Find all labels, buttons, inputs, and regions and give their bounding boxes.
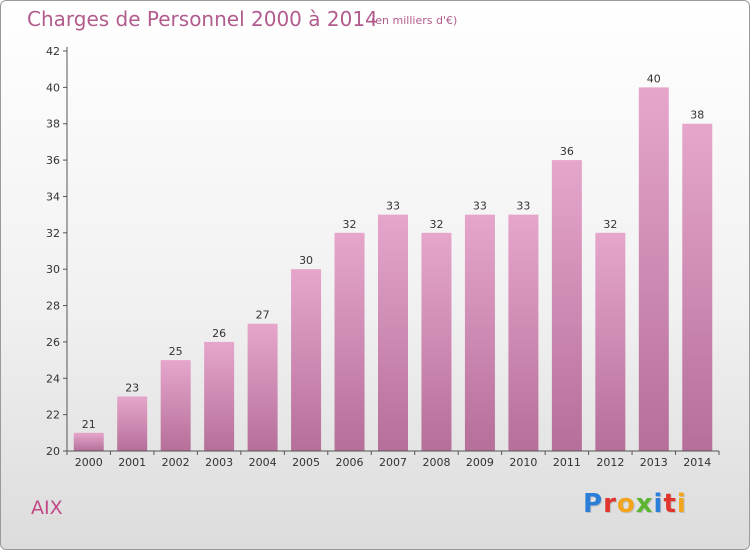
bar-2010[interactable] [508,214,539,451]
logo-letter: r [603,489,617,519]
logo-letter: x [635,489,654,519]
value-label-2003: 26 [212,327,226,340]
value-label-2011: 36 [560,145,574,158]
y-tick-label: 26 [46,336,60,349]
value-label-2001: 23 [125,381,139,394]
logo-letter: i [676,489,687,519]
y-tick-label: 24 [46,372,60,385]
x-tick-label-2013: 2013 [640,456,668,469]
x-tick-label-2004: 2004 [249,456,277,469]
y-tick-label: 30 [46,263,60,276]
x-tick-label-2008: 2008 [422,456,450,469]
value-label-2000: 21 [82,418,96,431]
value-label-2002: 25 [169,345,183,358]
x-tick-label-2002: 2002 [162,456,190,469]
bar-2014[interactable] [682,123,713,452]
x-tick-label-2003: 2003 [205,456,233,469]
bar-2006[interactable] [334,232,365,451]
x-tick-label-2010: 2010 [509,456,537,469]
x-tick-label-2000: 2000 [75,456,103,469]
bar-2000[interactable] [73,432,104,451]
logo-letter: i [653,489,664,519]
bar-2012[interactable] [595,232,626,451]
logo-letter: P [583,489,604,519]
labels-group: 21 23 25 26 27 30 32 33 32 33 33 36 32 40 38 [82,72,705,430]
bar-2009[interactable] [464,214,495,451]
y-tick-label: 34 [46,190,60,203]
y-tick-label: 20 [46,445,60,458]
x-tick-label-2005: 2005 [292,456,320,469]
value-label-2009: 33 [473,200,487,213]
y-tick-label: 32 [46,227,60,240]
value-label-2013: 40 [647,72,661,85]
y-tick-label: 38 [46,118,60,131]
value-label-2008: 32 [429,218,443,231]
bar-2004[interactable] [247,323,278,451]
y-tick-label: 40 [46,81,60,94]
bar-2007[interactable] [378,214,408,451]
x-tick-label-2001: 2001 [118,456,146,469]
value-label-2014: 38 [690,109,704,122]
value-label-2007: 33 [386,200,400,213]
y-tick-label: 42 [46,45,60,58]
value-label-2006: 32 [343,218,357,231]
bars-group [73,87,713,452]
x-tick-label-2011: 2011 [553,456,581,469]
value-label-2005: 30 [299,254,313,267]
proxiti-logo[interactable]: Proxiti [583,489,687,519]
value-label-2010: 33 [516,200,530,213]
y-tick-label: 22 [46,409,60,422]
x-tick-label-2014: 2014 [683,456,711,469]
y-tick-label: 28 [46,300,60,313]
x-tick-label-2012: 2012 [596,456,624,469]
x-tick-label-2009: 2009 [466,456,494,469]
value-label-2012: 32 [603,218,617,231]
chart-subtitle: (en milliers d'€) [371,14,458,27]
logo-letter: t [663,489,677,519]
bar-2001[interactable] [117,396,148,451]
value-label-2004: 27 [256,309,270,322]
logo-letter: o [616,489,636,519]
x-tick-label-2006: 2006 [336,456,364,469]
axes-group: 20 22 24 26 28 30 32 34 36 38 40 42 2000 2001 2002 2003… [46,45,720,469]
bar-2005[interactable] [291,269,322,451]
bar-2002[interactable] [160,360,191,451]
y-tick-label: 36 [46,154,60,167]
commune-name: AIX [31,497,63,519]
bar-2011[interactable] [551,160,582,451]
bar-2013[interactable] [638,87,669,451]
chart-title: Charges de Personnel 2000 à 2014 [27,7,378,31]
bar-2008[interactable] [421,232,452,451]
x-tick-label-2007: 2007 [379,456,407,469]
bar-2003[interactable] [204,341,235,451]
